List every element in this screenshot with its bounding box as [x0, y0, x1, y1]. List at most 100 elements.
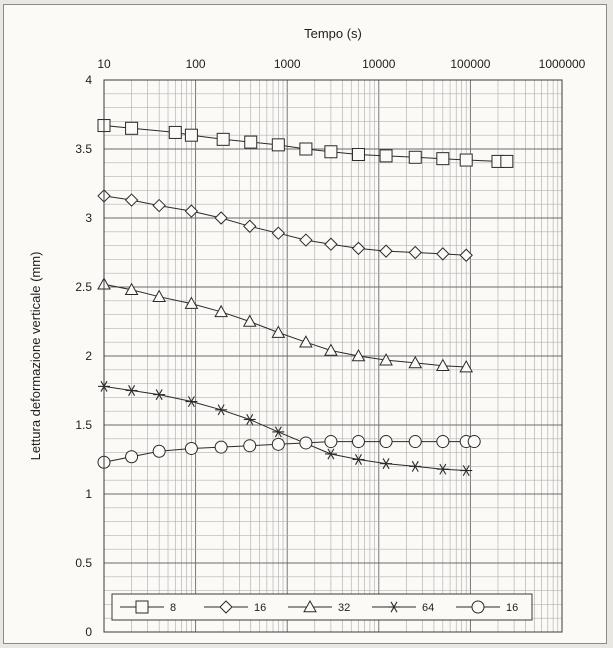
- data-point: [214, 304, 228, 318]
- data-point: [125, 385, 138, 396]
- data-point: [500, 154, 514, 168]
- y-axis-title: Lettura deformazione verticale (mm): [28, 252, 43, 461]
- data-point: [214, 440, 228, 454]
- data-point: [351, 241, 366, 256]
- y-tick-label: 1: [85, 487, 92, 501]
- y-tick-label: 1.5: [75, 418, 92, 432]
- data-point: [243, 219, 257, 233]
- data-point: [152, 444, 166, 458]
- legend-entry: 16: [204, 600, 266, 614]
- data-point: [184, 296, 199, 309]
- data-point: [324, 343, 338, 356]
- data-point: [185, 396, 198, 408]
- data-point: [272, 426, 285, 438]
- data-point: [436, 247, 450, 261]
- data-point: [271, 325, 286, 338]
- data-point: [324, 448, 337, 460]
- data-point: [125, 450, 139, 464]
- x-tick-label: 10000: [362, 57, 396, 71]
- data-point: [152, 289, 166, 302]
- y-tick-label: 2.5: [75, 280, 92, 294]
- data-point: [409, 460, 422, 472]
- legend-label: 64: [422, 602, 434, 614]
- series-1: [97, 119, 514, 168]
- data-point: [215, 404, 228, 416]
- data-point: [379, 435, 393, 449]
- data-point: [153, 389, 166, 401]
- series-line: [103, 385, 467, 471]
- legend-marker: [388, 601, 400, 613]
- data-point: [168, 125, 182, 139]
- series-4: [98, 380, 473, 477]
- data-point: [352, 454, 365, 465]
- data-point: [459, 360, 474, 373]
- x-tick-label: 10: [97, 57, 111, 71]
- data-point: [408, 355, 423, 369]
- legend-entry: 32: [288, 599, 350, 614]
- data-point: [271, 226, 286, 240]
- legend-label: 16: [254, 602, 266, 614]
- data-point: [435, 358, 450, 371]
- y-tick-label: 3: [85, 211, 92, 225]
- x-tick-label: 1000: [274, 57, 301, 71]
- data-point: [243, 414, 256, 425]
- series-5: [97, 435, 481, 469]
- series-layer: [97, 119, 514, 477]
- legend-entry: 8: [120, 600, 176, 614]
- legend-label: 8: [170, 602, 176, 614]
- data-point: [152, 198, 166, 213]
- data-point: [216, 132, 230, 146]
- data-point: [408, 150, 422, 164]
- legend-label: 16: [506, 602, 518, 614]
- x-tick-label: 100: [186, 57, 206, 71]
- legend-entry: 16: [456, 600, 518, 614]
- data-point: [214, 211, 228, 225]
- y-tick-label: 4: [85, 73, 92, 87]
- data-point: [459, 248, 473, 262]
- data-point: [380, 458, 393, 470]
- series-3: [97, 277, 474, 373]
- data-point: [242, 314, 257, 327]
- data-point: [271, 138, 285, 152]
- data-point: [125, 121, 139, 135]
- data-point: [243, 439, 257, 453]
- data-point: [460, 465, 473, 477]
- data-point: [408, 245, 422, 260]
- legend-entry: 64: [372, 601, 434, 614]
- data-point: [351, 148, 365, 162]
- y-tick-label: 2: [85, 349, 92, 363]
- y-tick-label: 0: [85, 625, 92, 639]
- data-point: [184, 441, 198, 455]
- data-point: [299, 233, 313, 247]
- y-tick-label: 3.5: [75, 142, 92, 156]
- data-point: [124, 282, 139, 296]
- data-point: [184, 204, 199, 218]
- legend: 8 16 32 64 16: [111, 593, 533, 621]
- data-point: [271, 437, 285, 451]
- data-point: [379, 244, 393, 258]
- data-point: [299, 335, 313, 348]
- data-point: [436, 435, 450, 449]
- data-point: [244, 135, 258, 149]
- series-2: [97, 189, 473, 262]
- legend-marker: [303, 599, 317, 613]
- y-tick-label: 0.5: [75, 556, 92, 570]
- data-point: [324, 237, 338, 251]
- legend-marker: [471, 600, 485, 614]
- data-point: [324, 435, 338, 449]
- data-point: [379, 149, 393, 163]
- x-axis-title: Tempo (s): [304, 26, 362, 41]
- plot-border: [103, 79, 563, 633]
- x-tick-label: 1000000: [539, 57, 586, 71]
- data-point: [351, 435, 365, 449]
- series-line: [103, 283, 467, 368]
- x-tick-labels: 10 100 1000 10000 100000 1000000: [97, 57, 585, 71]
- data-point: [379, 353, 393, 366]
- data-point: [436, 152, 450, 166]
- data-point: [184, 128, 198, 142]
- legend-label: 32: [338, 602, 350, 614]
- data-point: [436, 463, 449, 475]
- data-point: [124, 193, 139, 207]
- data-point: [324, 145, 338, 159]
